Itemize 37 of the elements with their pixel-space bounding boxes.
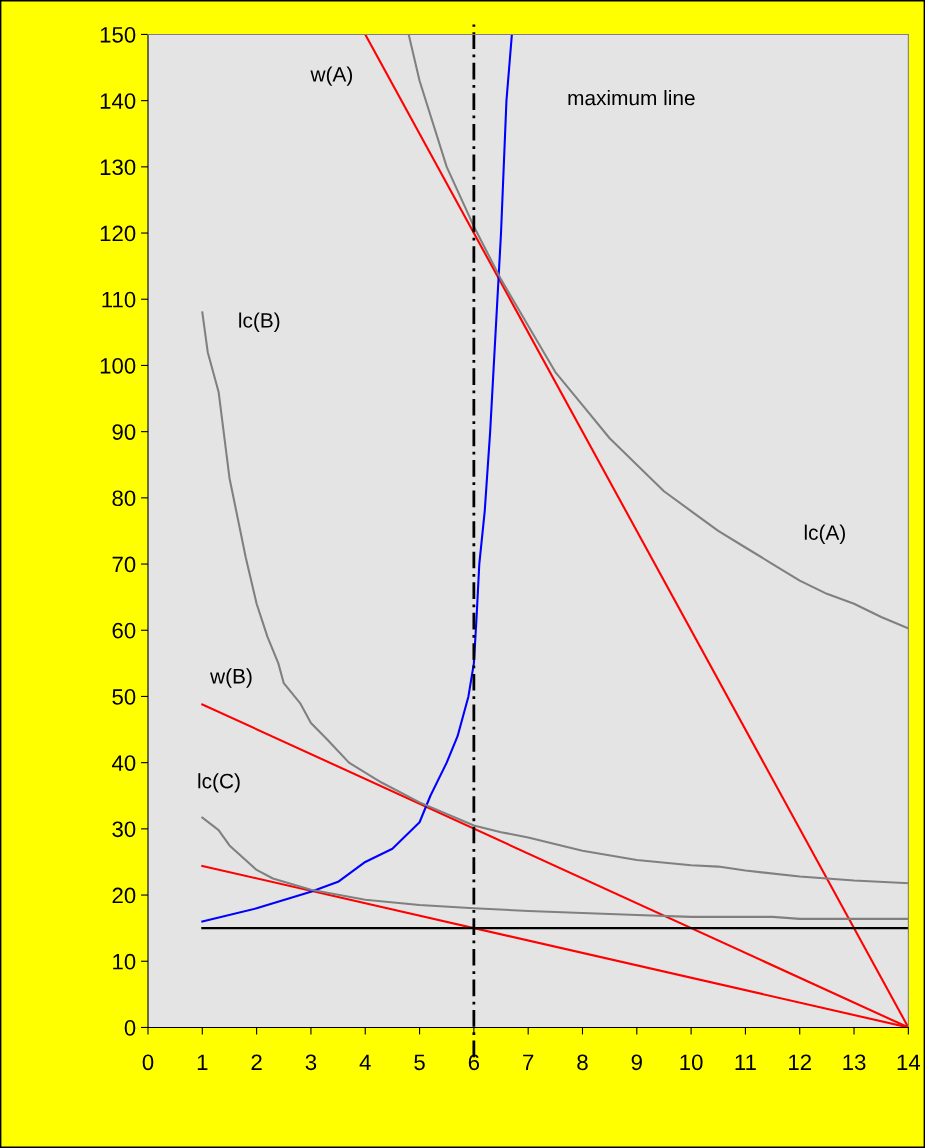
x-tick-label: 12 (789, 1054, 811, 1070)
y-tick-label: 140 (100, 93, 136, 109)
x-tick-label: 3 (305, 1054, 317, 1071)
series-label: w(B) (210, 668, 252, 688)
x-tick-label: 2 (251, 1054, 262, 1070)
series-label: lc(A) (804, 524, 845, 545)
series-label: w(A) (310, 66, 353, 86)
series-label: lc(C) (198, 773, 240, 793)
y-tick-label: 0 (124, 1019, 136, 1036)
y-tick-label: 10 (113, 953, 136, 970)
x-tick-label: 13 (843, 1054, 866, 1071)
x-tick-label: 11 (735, 1054, 756, 1070)
x-tick-label: 4 (359, 1054, 371, 1070)
y-tick-label: 30 (112, 821, 136, 838)
x-tick-label: 7 (523, 1054, 534, 1070)
y-tick-label: 120 (100, 225, 136, 242)
x-tick-label: 0 (142, 1054, 154, 1071)
y-tick-label: 90 (112, 424, 136, 440)
series-label: lc(B) (239, 312, 280, 332)
y-tick-label: 130 (100, 159, 136, 176)
text: maximum line (568, 90, 695, 106)
y-tick-label: 110 (102, 291, 136, 308)
x-tick-label: 10 (680, 1054, 703, 1071)
y-tick-label: 20 (112, 887, 136, 904)
x-tick-label: 5 (414, 1054, 425, 1071)
x-tick-label: 6 (468, 1054, 480, 1071)
y-tick-label: 100 (100, 357, 136, 374)
y-tick-label: 150 (100, 26, 136, 43)
y-tick-label: 80 (112, 490, 136, 507)
y-tick-label: 60 (112, 622, 136, 639)
x-tick-label: 14 (897, 1054, 921, 1070)
x-tick-label: 9 (631, 1054, 642, 1071)
x-tick-label: 8 (577, 1054, 588, 1071)
y-tick-label: 70 (112, 556, 136, 573)
x-tick-label: 1 (197, 1054, 208, 1070)
y-tick-label: 40 (111, 755, 136, 771)
y-tick-label: 50 (112, 688, 136, 705)
